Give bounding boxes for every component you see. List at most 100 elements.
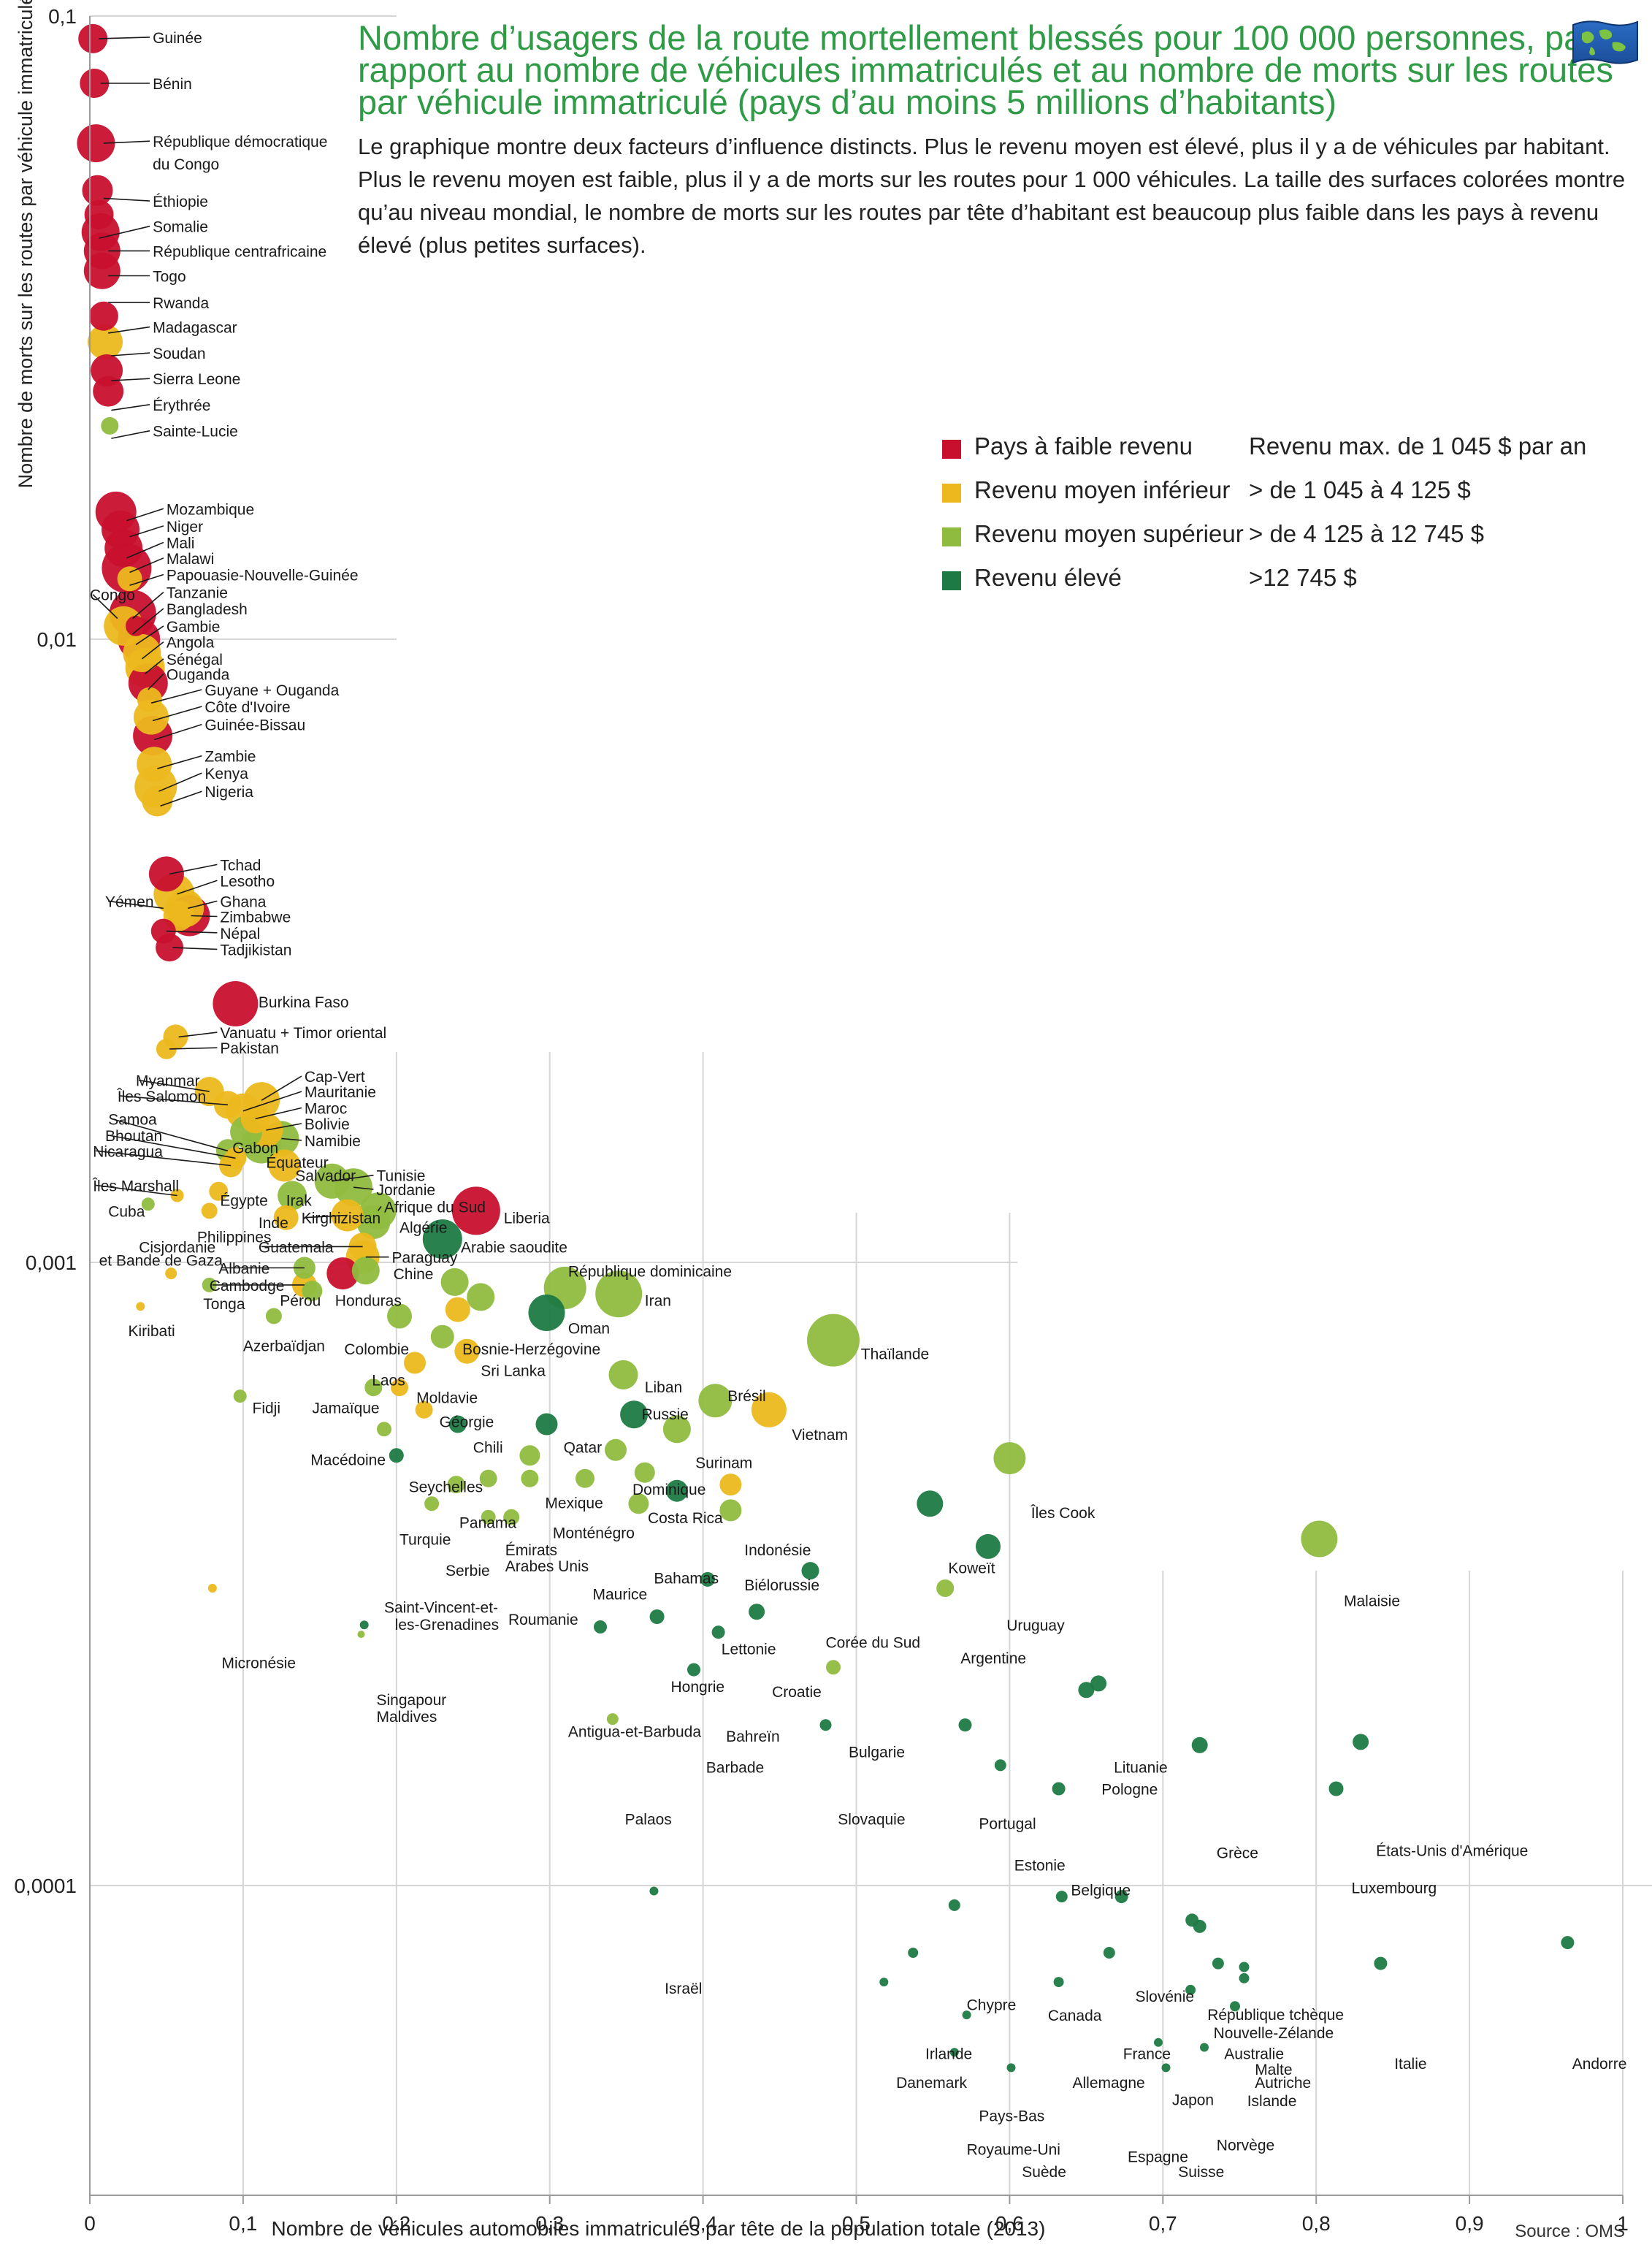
bubble--rythr-e: [93, 376, 124, 407]
point-label: Mali: [167, 535, 195, 552]
point-label: Samoa: [108, 1111, 157, 1128]
bubble-papouasie-nouvelle-guin-e: [117, 566, 142, 592]
bubble-p-rou: [302, 1281, 323, 1301]
point-label: Éthiopie: [153, 194, 208, 210]
chart-title: Nombre d’usagers de la route mortellemen…: [358, 18, 1613, 121]
point-label: Lettonie: [722, 1642, 776, 1658]
bubble--les-cook: [993, 1442, 1026, 1475]
point-label: Chypre: [967, 1997, 1017, 2013]
point-label: Malte: [1255, 2062, 1292, 2078]
point-label: Îles Marshall: [92, 1178, 179, 1194]
bubble-chypre: [948, 1899, 960, 1911]
leader-line: [111, 430, 150, 439]
point-label: et Bande de Gaza: [99, 1252, 223, 1269]
leader-line: [129, 557, 164, 573]
point-label: Islande: [1247, 2093, 1297, 2110]
point-label: Sierra Leone: [153, 371, 240, 388]
point-label: Paraguay: [392, 1250, 458, 1267]
bubble-cor-e-du-sud: [801, 1562, 819, 1580]
point-label: Bangladesh: [167, 601, 248, 618]
legend-swatch: [942, 527, 961, 546]
leader-line: [191, 915, 218, 918]
point-label: Cambodge: [210, 1278, 285, 1295]
leader-line: [126, 508, 164, 522]
point-label: Malawi: [167, 551, 214, 568]
bubble-guin-e: [78, 23, 108, 53]
leader-line: [255, 1107, 302, 1120]
point-label: Colombie: [344, 1341, 409, 1358]
x-tick-label: 0,2: [382, 2212, 410, 2235]
legend-swatch: [942, 440, 961, 459]
point-label: Gabon: [232, 1140, 278, 1157]
point-label: Palaos: [625, 1812, 672, 1829]
bubble-lituanie: [1090, 1675, 1107, 1692]
leader-line: [111, 352, 150, 357]
bubble-pologne: [1078, 1682, 1095, 1699]
leader-line: [103, 197, 150, 202]
bubble-sri-lanka-2-: [467, 1283, 495, 1311]
point-label: Russie: [642, 1406, 689, 1423]
point-label: Nicaragua: [93, 1143, 163, 1160]
leader-line: [111, 404, 150, 411]
point-label: Belgique: [1071, 1883, 1131, 1899]
leader-line: [281, 1137, 302, 1141]
bubble-estonie: [994, 1759, 1006, 1772]
y-tick-label: 0,0001: [14, 1875, 77, 1897]
legend-label: Revenu élevé: [974, 564, 1122, 591]
bubble-bahre-n: [711, 1625, 725, 1639]
point-label: Tadjikistan: [220, 942, 291, 958]
leader-line: [304, 1214, 348, 1219]
y-axis-title: Nombre de morts sur les routes par véhic…: [15, 0, 37, 488]
point-label: Rwanda: [153, 295, 209, 312]
leader-line: [377, 1205, 382, 1211]
point-label: Malaisie: [1344, 1593, 1400, 1609]
leader-line: [110, 1118, 229, 1152]
point-label: Azerbaïdjan: [243, 1338, 325, 1355]
point-label: Croatie: [772, 1684, 822, 1701]
leader-line: [92, 594, 118, 620]
leader-line: [178, 1032, 218, 1038]
point-label: Allemagne: [1073, 2075, 1145, 2092]
point-label: Maroc: [305, 1101, 347, 1118]
chart-subtitle: Le graphique montre deux facteurs d’infl…: [358, 134, 1626, 258]
point-label: République tchèque: [1207, 2007, 1344, 2024]
bubble-canada: [1055, 1891, 1068, 1903]
bubble-andorre: [1561, 1936, 1575, 1950]
bubble-tchad: [148, 856, 184, 892]
leader-line: [96, 1184, 177, 1197]
legend-label: Revenu moyen inférieur: [974, 476, 1231, 503]
bubble-espagne: [1154, 2037, 1163, 2047]
point-label: Ghana: [220, 893, 266, 910]
point-label: Dominique: [632, 1482, 705, 1498]
point-label: Îles Cook: [1030, 1505, 1095, 1522]
bubble-palaos: [606, 1713, 619, 1726]
point-label: Salvador: [295, 1168, 356, 1185]
bubble-bangladesh: [126, 615, 146, 636]
bubble-mont-n-gro: [575, 1468, 594, 1488]
point-label: Pérou: [280, 1293, 321, 1310]
legend-range: >12 745 $: [1249, 564, 1357, 591]
point-label: Autriche: [1255, 2075, 1311, 2092]
point-label: Guinée: [153, 30, 202, 47]
point-label: Cap-Vert: [305, 1069, 365, 1086]
point-label: Albanie: [218, 1261, 269, 1278]
bubble-pays-bas: [962, 2010, 971, 2020]
point-label: Roumanie: [508, 1612, 578, 1628]
bubble-singapour: [359, 1620, 369, 1630]
leader-line: [332, 1174, 374, 1182]
bubble-slovaquie: [819, 1719, 832, 1731]
bubble-qatar: [535, 1413, 558, 1436]
point-label: Espagne: [1128, 2149, 1188, 2165]
bubble-fidji: [233, 1389, 247, 1403]
bubble-irak: [278, 1181, 307, 1211]
bubble-soudan: [88, 324, 123, 359]
bubble-danemark: [879, 1978, 889, 1987]
point-label: Érythrée: [153, 397, 210, 414]
point-label: Égypte: [220, 1192, 267, 1209]
bubble-micron-sie: [207, 1584, 217, 1593]
point-label: Macédoine: [310, 1452, 386, 1469]
legend-range: > de 4 125 à 12 745 $: [1249, 520, 1485, 547]
bubble-allemagne: [1053, 1977, 1064, 1988]
